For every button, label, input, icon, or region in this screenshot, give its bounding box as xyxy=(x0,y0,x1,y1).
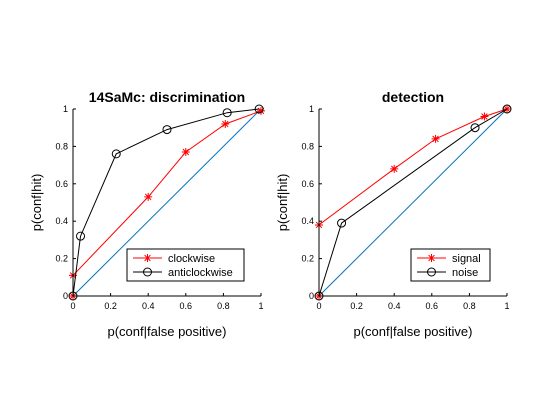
y-tick-label: 0.4 xyxy=(301,216,314,226)
y-tick-label: 0 xyxy=(309,291,314,301)
x-tick-label: 0.6 xyxy=(180,301,193,311)
x-tick-label: 0.6 xyxy=(426,301,439,311)
data-point-noise-2 xyxy=(337,218,347,228)
data-point-signal-4 xyxy=(431,134,440,143)
legend-marker-clockwise xyxy=(143,254,152,262)
data-point-anticlockwise-3 xyxy=(111,149,121,159)
chance-diagonal-line xyxy=(318,108,508,297)
x-tick-label: 0.2 xyxy=(350,301,363,311)
legend-box xyxy=(410,248,491,282)
y-axis-label: p(conf|hit) xyxy=(29,174,44,232)
x-tick-label: 0 xyxy=(316,301,321,311)
data-point-clockwise-4 xyxy=(181,148,190,157)
y-tick-label: 0.8 xyxy=(55,141,68,151)
y-tick-label: 0.2 xyxy=(55,254,68,264)
x-tick-label: 0.8 xyxy=(463,301,476,311)
x-tick-label: 0.2 xyxy=(104,301,117,311)
data-point-signal-3 xyxy=(390,164,399,173)
chart-panel-1: 0 0.2 0.4 0.6 0.8 1 0 0.2 0.4 0.6 0.8 1 14SaMc: disc… xyxy=(29,89,265,339)
legend: signal noise xyxy=(410,248,491,282)
chart-title: detection xyxy=(382,89,444,105)
y-tick-label: 0 xyxy=(63,291,68,301)
y-axis-label: p(conf|hit) xyxy=(275,174,290,232)
legend-label-anticlockwise: anticlockwise xyxy=(168,267,233,279)
series-line-noise xyxy=(318,108,508,297)
y-tick-label: 1 xyxy=(63,104,68,114)
data-point-noise-3 xyxy=(470,123,480,133)
legend-marker-noise xyxy=(427,267,436,277)
chart-title: 14SaMc: discrimination xyxy=(89,89,245,105)
legend-marker-anticlockwise xyxy=(143,267,152,277)
data-point-anticlockwise-2 xyxy=(76,231,86,241)
x-tick-label: 1 xyxy=(504,301,509,311)
y-tick-label: 0.4 xyxy=(55,216,68,226)
x-tick-label: 1 xyxy=(258,301,263,311)
x-tick-label: 0 xyxy=(70,301,75,311)
chance-diagonal-line xyxy=(72,108,262,297)
x-tick-label: 0.4 xyxy=(388,301,401,311)
y-tick-label: 1 xyxy=(309,104,314,114)
x-axis-label: p(conf|false positive) xyxy=(354,324,473,339)
data-point-clockwise-6 xyxy=(257,106,265,115)
legend-label-signal: signal xyxy=(452,253,481,265)
legend-marker-signal xyxy=(427,254,436,262)
x-tick-label: 0.4 xyxy=(142,301,155,311)
x-tick-label: 0.8 xyxy=(217,301,230,311)
x-axis-label: p(conf|false positive) xyxy=(108,324,227,339)
chart-panel-2: 0 0.2 0.4 0.6 0.8 1 0 0.2 0.4 0.6 0.8 1 detection p(c… xyxy=(275,89,512,339)
data-point-noise-4 xyxy=(502,104,512,114)
legend: clockwise anticlockwise xyxy=(126,248,245,282)
data-point-anticlockwise-5 xyxy=(222,108,232,118)
y-tick-label: 0.6 xyxy=(301,179,314,189)
series-line-anticlockwise xyxy=(72,108,260,297)
y-tick-label: 0.8 xyxy=(301,141,314,151)
legend-label-noise: noise xyxy=(452,267,478,279)
data-point-clockwise-3 xyxy=(144,192,153,201)
data-point-anticlockwise-4 xyxy=(162,125,172,135)
y-tick-label: 0.6 xyxy=(55,179,68,189)
legend-label-clockwise: clockwise xyxy=(168,253,215,265)
data-point-signal-5 xyxy=(480,112,489,121)
data-point-anticlockwise-6 xyxy=(254,104,264,114)
data-point-clockwise-5 xyxy=(221,119,230,128)
y-tick-label: 0.2 xyxy=(301,254,314,264)
